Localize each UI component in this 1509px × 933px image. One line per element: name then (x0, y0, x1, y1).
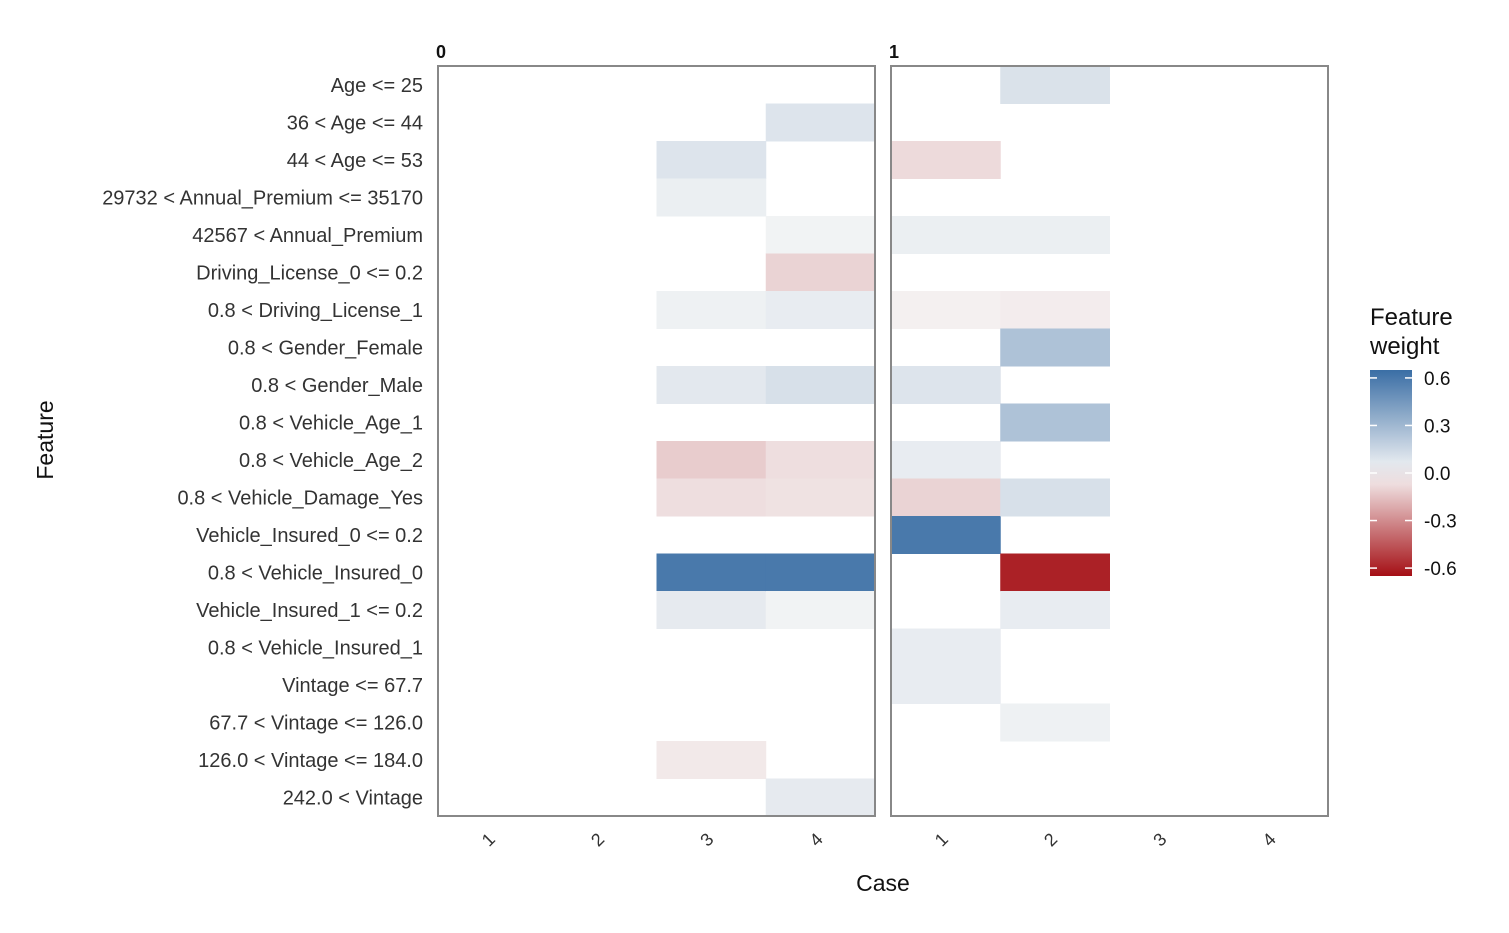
heatmap-cell (656, 478, 767, 517)
case-tick-label: 4 (806, 829, 827, 850)
heatmap-cell (765, 478, 876, 517)
feature-label: 29732 < Annual_Premium <= 35170 (102, 187, 423, 209)
case-tick-label: 3 (696, 829, 717, 850)
heatmap-cell (891, 666, 1001, 704)
case-tick-label: 2 (1040, 829, 1061, 850)
feature-labels: Age <= 25 36 < Age <= 44 44 < Age <= 53 297… (102, 75, 423, 810)
heatmap-cell (656, 553, 767, 592)
heatmap-cell (1000, 216, 1110, 254)
x-axis-title: Case (856, 870, 910, 896)
heatmap-cell (765, 591, 876, 629)
heatmap-cell (1000, 553, 1110, 592)
heatmap-cell (656, 741, 767, 779)
heatmap-cell (891, 478, 1001, 517)
heatmap-cell (656, 366, 767, 404)
legend-tick-label: -0.6 (1424, 559, 1457, 580)
heatmap-cell (1000, 66, 1110, 104)
legend-tick-label: 0.6 (1424, 369, 1450, 390)
heatmap-cell (765, 366, 876, 404)
legend-title-line-1: Feature (1370, 304, 1453, 331)
heatmap-cell (891, 366, 1001, 404)
feature-label: Age <= 25 (331, 75, 423, 97)
case-tick-label: 2 (587, 829, 608, 850)
heatmap-cell (891, 516, 1001, 554)
heatmap-cell (1000, 591, 1110, 629)
y-axis-title: Feature (32, 400, 58, 479)
heatmap-cell (765, 778, 876, 817)
heatmap-cell (1000, 703, 1110, 742)
heatmap-cell (1000, 328, 1110, 367)
heatmap-cell (765, 553, 876, 592)
feature-label: 0.8 < Driving_License_1 (208, 300, 423, 322)
heatmap-cell (656, 141, 767, 179)
case-tick-label: 1 (478, 829, 499, 850)
facet-label: 1 (889, 42, 899, 62)
heatmap-cell (1000, 291, 1110, 329)
heatmap-cell (891, 628, 1001, 667)
heatmap-cell (765, 103, 876, 142)
feature-label: 126.0 < Vintage <= 184.0 (198, 750, 423, 772)
case-tick-label: 1 (931, 829, 952, 850)
heatmap-cell (1000, 403, 1110, 442)
feature-label: 67.7 < Vintage <= 126.0 (209, 712, 423, 734)
color-legend: Feature weight 0.6 0.3 0.0 -0.3 -0.6 (1369, 304, 1457, 580)
heatmap-cell (891, 141, 1001, 179)
feature-label: Vehicle_Insured_1 <= 0.2 (196, 600, 423, 622)
facet-panel-border (437, 65, 876, 817)
heatmap-cell (765, 441, 876, 479)
feature-label: Driving_License_0 <= 0.2 (196, 262, 423, 284)
heatmap-cell (1000, 478, 1110, 517)
heatmap-cell (891, 291, 1001, 329)
feature-label: 0.8 < Vehicle_Damage_Yes (177, 487, 423, 509)
heatmap-cell (656, 441, 767, 479)
feature-label: Vehicle_Insured_0 <= 0.2 (196, 525, 423, 547)
legend-title-line-2: weight (1369, 333, 1440, 360)
feature-label: 36 < Age <= 44 (287, 112, 423, 134)
heatmap-cell (656, 291, 767, 329)
feature-label: 0.8 < Gender_Male (251, 375, 423, 397)
heatmap-cell (891, 216, 1001, 254)
legend-tick-label: 0.0 (1424, 464, 1450, 485)
feature-label: 44 < Age <= 53 (287, 150, 423, 172)
feature-label: 0.8 < Vehicle_Insured_1 (208, 637, 423, 659)
feature-label: 0.8 < Vehicle_Age_1 (239, 412, 423, 434)
feature-label: 0.8 < Vehicle_Insured_0 (208, 562, 423, 584)
heatmap-cell (656, 591, 767, 629)
heatmap-cells (656, 66, 1110, 817)
heatmap-cell (765, 291, 876, 329)
case-tick-label: 4 (1259, 829, 1280, 850)
heatmap-cell (891, 441, 1001, 479)
feature-label: 0.8 < Vehicle_Age_2 (239, 450, 423, 472)
feature-label: 42567 < Annual_Premium (192, 225, 423, 247)
case-tick-label: 3 (1149, 829, 1170, 850)
feature-label: Vintage <= 67.7 (282, 675, 423, 697)
heatmap-cell (765, 216, 876, 254)
facet-panel-border (890, 65, 1329, 817)
facet-label: 0 (436, 42, 446, 62)
heatmap-cell (656, 178, 767, 217)
heatmap-cell (765, 253, 876, 292)
feature-label: 242.0 < Vintage (283, 787, 423, 809)
legend-tick-label: 0.3 (1424, 416, 1450, 437)
feature-label: 0.8 < Gender_Female (228, 337, 423, 359)
case-tick-labels: 1 2 3 4 1 2 3 4 (478, 829, 1280, 850)
legend-tick-label: -0.3 (1424, 512, 1457, 533)
